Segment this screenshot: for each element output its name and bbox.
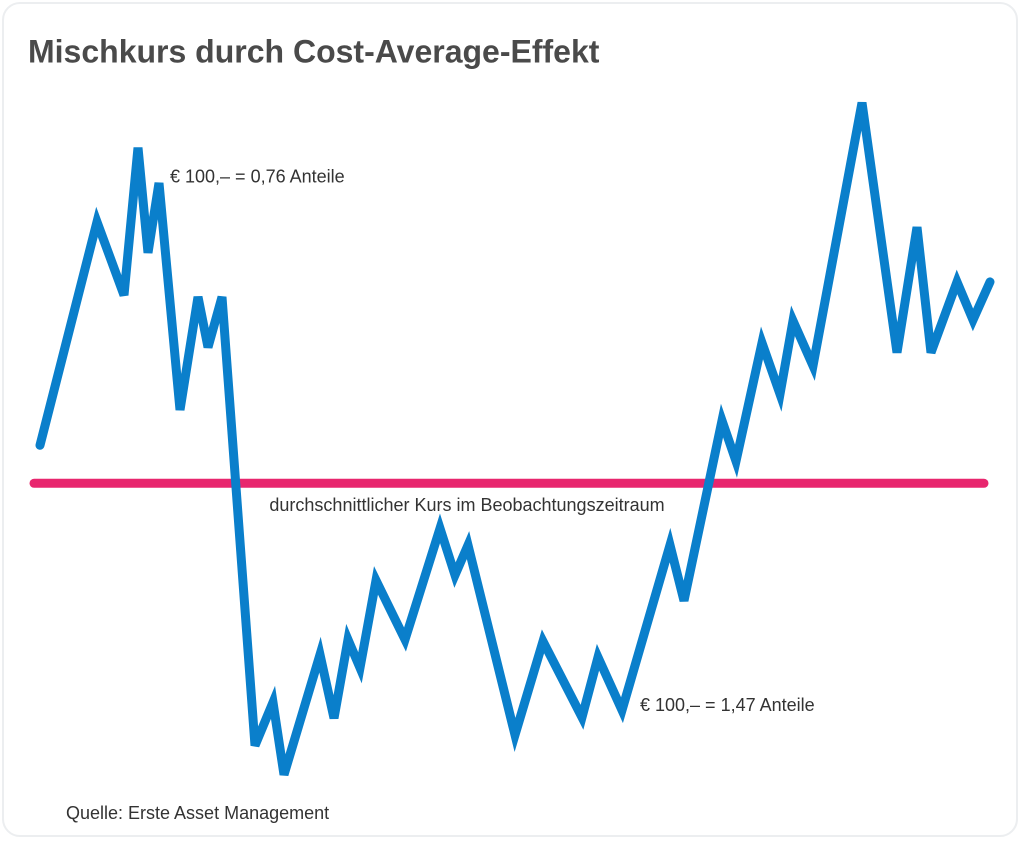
source: Quelle: Erste Asset Management — [66, 803, 329, 823]
annotation: € 100,– = 1,47 Anteile — [640, 695, 815, 715]
annotation: € 100,– = 0,76 Anteile — [170, 166, 345, 186]
chart-title: Mischkurs durch Cost-Average-Effekt — [28, 33, 600, 69]
price-line — [35, 101, 995, 776]
average-label: durchschnittlicher Kurs im Beobachtungsz… — [269, 495, 664, 515]
